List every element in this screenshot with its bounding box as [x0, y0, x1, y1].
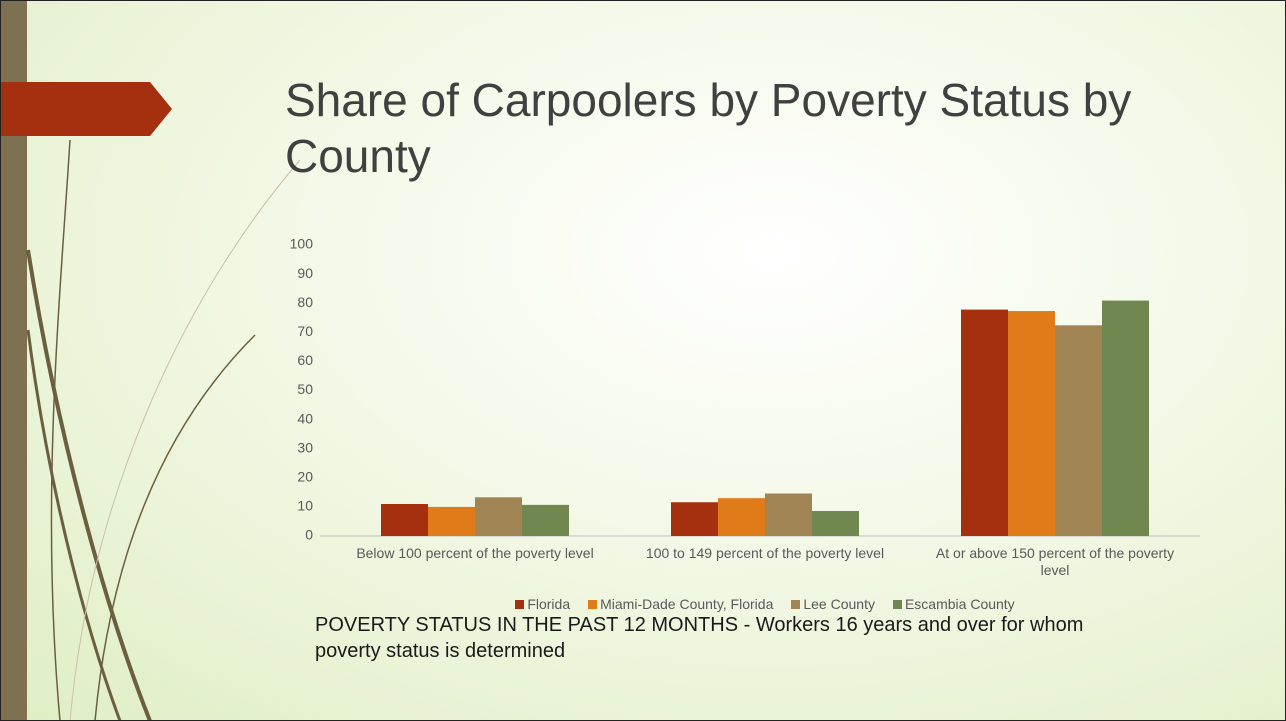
legend: Florida Miami-Dade County, Florida Lee Cou… [330, 596, 1200, 612]
x-tick-label: At or above 150 percent of the poverty l… [935, 545, 1175, 578]
decor-curve [94, 334, 256, 721]
y-tick-label: 50 [297, 381, 313, 397]
decor-curve [26, 329, 122, 721]
x-tick-label: 100 to 149 percent of the poverty level [645, 545, 885, 561]
bar [1055, 325, 1102, 536]
legend-swatch [588, 600, 598, 609]
legend-swatch [515, 600, 525, 609]
x-tick-label: Below 100 percent of the poverty level [356, 545, 594, 561]
legend-item: Florida [515, 596, 570, 612]
bar [1008, 311, 1055, 536]
y-tick-label: 20 [297, 469, 313, 485]
title-arrow [0, 82, 172, 136]
legend-swatch [791, 600, 801, 609]
bar [961, 309, 1008, 536]
decor-curve [26, 249, 152, 721]
y-tick-label: 70 [297, 323, 313, 339]
decor-curve [50, 139, 71, 721]
y-tick-label: 10 [297, 498, 313, 514]
y-tick-label: 80 [297, 294, 313, 310]
bar [428, 506, 475, 536]
bar [522, 504, 569, 536]
bar [812, 510, 859, 536]
y-tick-label: 40 [297, 410, 313, 426]
bar [671, 502, 718, 536]
bar [1102, 300, 1149, 536]
bar [718, 498, 765, 536]
y-tick-label: 30 [297, 439, 313, 455]
legend-label: Miami-Dade County, Florida [600, 596, 774, 612]
legend-item: Escambia County [892, 596, 1015, 612]
footnote: POVERTY STATUS IN THE PAST 12 MONTHS - W… [315, 614, 1084, 662]
y-tick-label: 100 [290, 236, 314, 252]
y-tick-label: 90 [297, 265, 313, 281]
bar [765, 493, 812, 536]
legend-label: Escambia County [904, 596, 1015, 612]
legend-label: Florida [527, 596, 571, 612]
legend-swatch [892, 600, 902, 609]
y-tick-label: 60 [297, 352, 313, 368]
legend-item: Lee County [791, 596, 875, 612]
decor-curve [69, 159, 301, 721]
y-tick-label: 0 [305, 527, 313, 543]
bar [475, 497, 522, 536]
bar [381, 503, 428, 536]
chart-title: Share of Carpoolers by Poverty Status by… [285, 74, 1132, 182]
legend-label: Lee County [803, 596, 875, 612]
legend-item: Miami-Dade County, Florida [588, 596, 773, 612]
